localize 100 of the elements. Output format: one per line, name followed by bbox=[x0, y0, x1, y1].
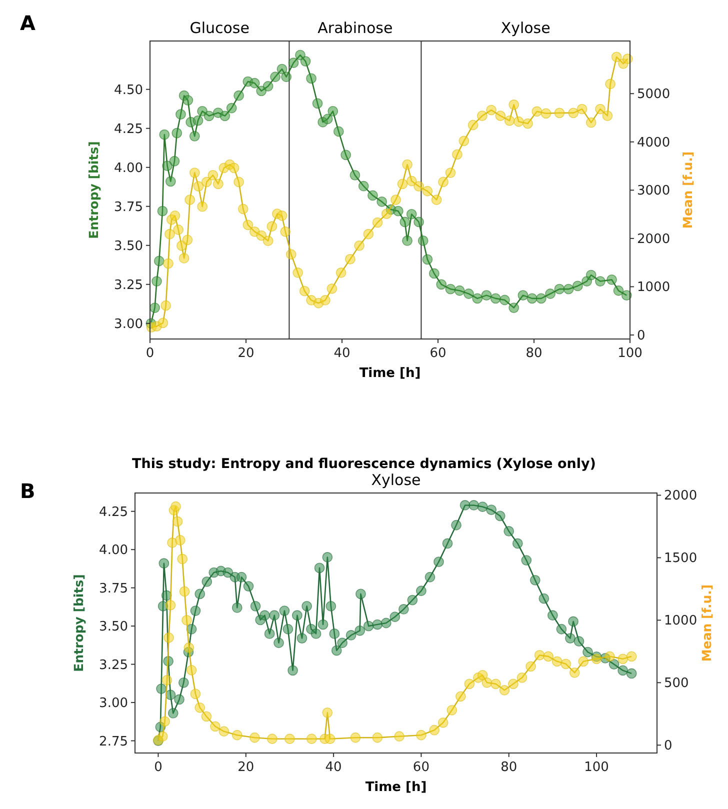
point bbox=[464, 678, 475, 690]
point bbox=[438, 717, 448, 728]
y-tick-label: 3.25 bbox=[114, 278, 143, 293]
point bbox=[477, 670, 488, 680]
y2-axis-title: Mean [f.u.] bbox=[699, 584, 714, 662]
point bbox=[194, 702, 206, 713]
text: Arabinose bbox=[318, 19, 393, 37]
point bbox=[170, 501, 181, 512]
y2-tick-label: 0 bbox=[637, 328, 646, 344]
point bbox=[190, 688, 201, 700]
point bbox=[534, 650, 545, 660]
point bbox=[177, 554, 188, 564]
point bbox=[455, 691, 466, 702]
text: Xylose bbox=[500, 19, 550, 37]
point bbox=[569, 667, 580, 678]
y-tick-label: 4.25 bbox=[114, 122, 143, 137]
x-axis-title: Time [h] bbox=[365, 780, 427, 795]
point bbox=[210, 721, 220, 732]
y-axis-title: Entropy [bits] bbox=[86, 141, 101, 239]
x-tick-label: 100 bbox=[584, 760, 609, 775]
text: A bbox=[20, 11, 36, 35]
x-tick-label: 100 bbox=[618, 346, 642, 361]
x-tick-label: 80 bbox=[500, 760, 518, 775]
y-tick-label: 2.75 bbox=[99, 734, 128, 750]
y-tick-label: 3.00 bbox=[99, 696, 128, 712]
point bbox=[174, 535, 186, 546]
y-tick-label: 4.00 bbox=[114, 160, 143, 176]
point bbox=[490, 678, 501, 690]
y2-tick-label: 3000 bbox=[637, 184, 670, 199]
y2-tick-label: 0 bbox=[664, 738, 672, 754]
point bbox=[516, 672, 528, 683]
y-tick-label: 3.50 bbox=[99, 620, 128, 635]
point bbox=[249, 732, 260, 743]
y2-tick-label: 5000 bbox=[637, 87, 670, 102]
point bbox=[165, 600, 176, 610]
x-axis-title: Time [h] bbox=[359, 366, 421, 381]
x-tick-label: 20 bbox=[238, 760, 254, 775]
text: Glucose bbox=[190, 19, 250, 37]
point bbox=[372, 732, 383, 743]
y-tick-label: 3.75 bbox=[114, 200, 143, 215]
x-tick-label: 60 bbox=[430, 346, 446, 361]
x-tick-label: 0 bbox=[154, 760, 162, 775]
y2-tick-label: 4000 bbox=[637, 135, 670, 150]
x-tick-label: 40 bbox=[325, 760, 342, 775]
y-tick-label: 4.00 bbox=[99, 543, 128, 558]
point bbox=[429, 724, 440, 736]
x-tick-label: 60 bbox=[412, 760, 430, 775]
point bbox=[266, 734, 278, 744]
y-tick-label: 4.25 bbox=[99, 504, 128, 520]
point bbox=[591, 654, 602, 664]
point bbox=[618, 654, 628, 664]
point bbox=[201, 711, 212, 722]
point bbox=[350, 732, 361, 743]
point bbox=[604, 651, 615, 662]
point bbox=[186, 664, 197, 676]
point bbox=[182, 614, 192, 626]
point bbox=[578, 656, 589, 667]
point bbox=[416, 730, 426, 740]
text: This study: Entropy and fluorescence dynamics (Xylose only) bbox=[132, 456, 596, 472]
point bbox=[160, 716, 170, 727]
point bbox=[322, 707, 333, 718]
point bbox=[482, 677, 492, 688]
point bbox=[164, 632, 174, 643]
point bbox=[232, 730, 242, 740]
point bbox=[526, 661, 536, 672]
point bbox=[446, 704, 458, 716]
point bbox=[508, 678, 518, 690]
y2-tick-label: 2000 bbox=[664, 488, 698, 504]
y2-tick-label: 1500 bbox=[664, 551, 698, 566]
y-tick-label: 3.75 bbox=[99, 581, 128, 596]
y2-tick-label: 1000 bbox=[637, 280, 670, 296]
x-tick-label: 0 bbox=[146, 346, 154, 361]
y2-axis-title: Mean [f.u.] bbox=[680, 151, 695, 229]
y-axis-title: Entropy [bits] bbox=[71, 574, 86, 672]
y2-tick-label: 1000 bbox=[664, 614, 698, 629]
y-tick-label: 3.50 bbox=[114, 238, 143, 254]
point bbox=[184, 642, 194, 653]
y2-tick-label: 500 bbox=[664, 676, 689, 692]
point bbox=[284, 734, 295, 744]
y-tick-label: 3.25 bbox=[99, 658, 128, 673]
point bbox=[218, 726, 230, 737]
point bbox=[306, 734, 317, 744]
point bbox=[543, 651, 554, 662]
chart-title: Xylose bbox=[371, 471, 421, 489]
point bbox=[560, 658, 572, 670]
y-tick-label: 3.00 bbox=[114, 316, 143, 332]
point bbox=[499, 684, 510, 696]
point bbox=[172, 516, 183, 527]
x-tick-label: 80 bbox=[526, 346, 542, 361]
point bbox=[394, 731, 404, 742]
point bbox=[157, 731, 168, 742]
x-tick-label: 40 bbox=[334, 346, 350, 361]
y2-tick-label: 2000 bbox=[637, 232, 670, 247]
point bbox=[179, 586, 190, 597]
point bbox=[626, 651, 637, 662]
text: B bbox=[20, 479, 36, 503]
y-tick-label: 4.50 bbox=[114, 82, 143, 98]
x-tick-label: 20 bbox=[238, 346, 254, 361]
point bbox=[324, 734, 336, 744]
point bbox=[162, 674, 172, 686]
